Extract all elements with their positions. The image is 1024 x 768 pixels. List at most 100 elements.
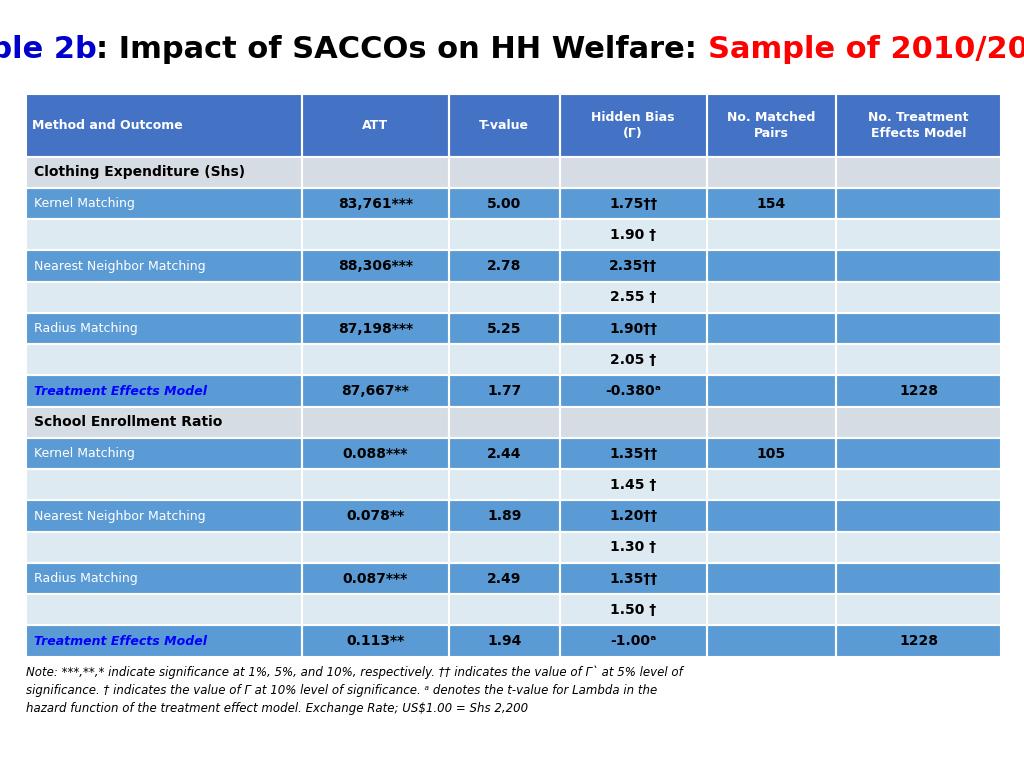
Bar <box>450 157 559 188</box>
Bar <box>302 313 450 344</box>
Bar <box>302 594 450 625</box>
Bar <box>836 94 1001 157</box>
Bar <box>707 376 836 407</box>
Bar <box>836 250 1001 282</box>
Text: Radius Matching: Radius Matching <box>34 572 137 585</box>
Text: 1.35††: 1.35†† <box>609 446 657 461</box>
Bar <box>559 250 707 282</box>
Text: Method and Outcome: Method and Outcome <box>32 119 182 131</box>
Bar <box>836 157 1001 188</box>
Bar <box>707 344 836 376</box>
Bar <box>302 531 450 563</box>
Text: 1.77: 1.77 <box>487 384 521 398</box>
Bar <box>450 531 559 563</box>
Text: 2.78: 2.78 <box>487 259 521 273</box>
Bar <box>302 625 450 657</box>
Bar <box>836 376 1001 407</box>
Bar <box>26 594 302 625</box>
Bar <box>450 219 559 250</box>
Text: Clothing Expenditure (Shs): Clothing Expenditure (Shs) <box>34 165 245 179</box>
Text: 1.20††: 1.20†† <box>609 509 657 523</box>
Text: 105: 105 <box>757 446 785 461</box>
Bar <box>836 344 1001 376</box>
Bar <box>450 188 559 219</box>
Text: T-value: T-value <box>479 119 529 131</box>
Bar <box>836 313 1001 344</box>
Text: 1228: 1228 <box>899 384 938 398</box>
Bar <box>450 501 559 531</box>
Bar <box>836 219 1001 250</box>
Bar <box>450 282 559 313</box>
Bar <box>836 438 1001 469</box>
Bar <box>302 250 450 282</box>
Text: 2.05 †: 2.05 † <box>610 353 656 367</box>
Bar <box>26 219 302 250</box>
Bar <box>302 344 450 376</box>
Text: 0.113**: 0.113** <box>346 634 404 648</box>
Bar <box>707 625 836 657</box>
Bar <box>707 531 836 563</box>
Text: : Impact of SACCOs on HH Welfare:: : Impact of SACCOs on HH Welfare: <box>96 35 708 64</box>
Bar <box>707 282 836 313</box>
Bar <box>836 625 1001 657</box>
Bar <box>26 188 302 219</box>
Bar <box>26 407 302 438</box>
Bar <box>836 469 1001 501</box>
Text: 1.35††: 1.35†† <box>609 571 657 585</box>
Bar <box>559 344 707 376</box>
Bar <box>559 157 707 188</box>
Text: Nearest Neighbor Matching: Nearest Neighbor Matching <box>34 260 206 273</box>
Text: Radius Matching: Radius Matching <box>34 322 137 335</box>
Bar <box>707 594 836 625</box>
Bar <box>450 94 559 157</box>
Text: 1228: 1228 <box>899 634 938 648</box>
Text: 1.90 †: 1.90 † <box>610 228 656 242</box>
Bar <box>559 219 707 250</box>
Text: 0.087***: 0.087*** <box>343 571 409 585</box>
Text: 1.94: 1.94 <box>487 634 521 648</box>
Text: 1.90††: 1.90†† <box>609 322 657 336</box>
Text: 1.50 †: 1.50 † <box>610 603 656 617</box>
Bar <box>707 188 836 219</box>
Bar <box>559 94 707 157</box>
Bar <box>836 594 1001 625</box>
Bar <box>707 407 836 438</box>
Text: -0.380ᵃ: -0.380ᵃ <box>605 384 662 398</box>
Text: 2.49: 2.49 <box>487 571 521 585</box>
Text: ATT: ATT <box>362 119 388 131</box>
Bar <box>707 313 836 344</box>
Text: 0.088***: 0.088*** <box>343 446 409 461</box>
Bar <box>707 438 836 469</box>
Bar <box>450 469 559 501</box>
Bar <box>302 157 450 188</box>
Bar <box>707 94 836 157</box>
Bar <box>559 438 707 469</box>
Text: 88,306***: 88,306*** <box>338 259 413 273</box>
Bar <box>302 469 450 501</box>
Bar <box>26 282 302 313</box>
Bar <box>707 469 836 501</box>
Bar <box>26 250 302 282</box>
Text: Note: ***,**,* indicate significance at 1%, 5%, and 10%, respectively. †† indica: Note: ***,**,* indicate significance at … <box>26 666 682 715</box>
Text: Hidden Bias
(Γ): Hidden Bias (Γ) <box>592 111 675 140</box>
Bar <box>707 157 836 188</box>
Bar <box>836 407 1001 438</box>
Bar <box>450 344 559 376</box>
Bar <box>302 407 450 438</box>
Bar <box>450 313 559 344</box>
Bar <box>302 94 450 157</box>
Bar <box>836 188 1001 219</box>
Text: 2.35††: 2.35†† <box>609 259 657 273</box>
Bar <box>302 219 450 250</box>
Bar <box>26 344 302 376</box>
Bar <box>450 594 559 625</box>
Text: 1.45 †: 1.45 † <box>610 478 656 492</box>
Bar <box>559 563 707 594</box>
Text: No. Matched
Pairs: No. Matched Pairs <box>727 111 815 140</box>
Bar <box>836 563 1001 594</box>
Bar <box>450 376 559 407</box>
Text: Kernel Matching: Kernel Matching <box>34 197 135 210</box>
Bar <box>450 625 559 657</box>
Bar <box>302 376 450 407</box>
Bar <box>559 188 707 219</box>
